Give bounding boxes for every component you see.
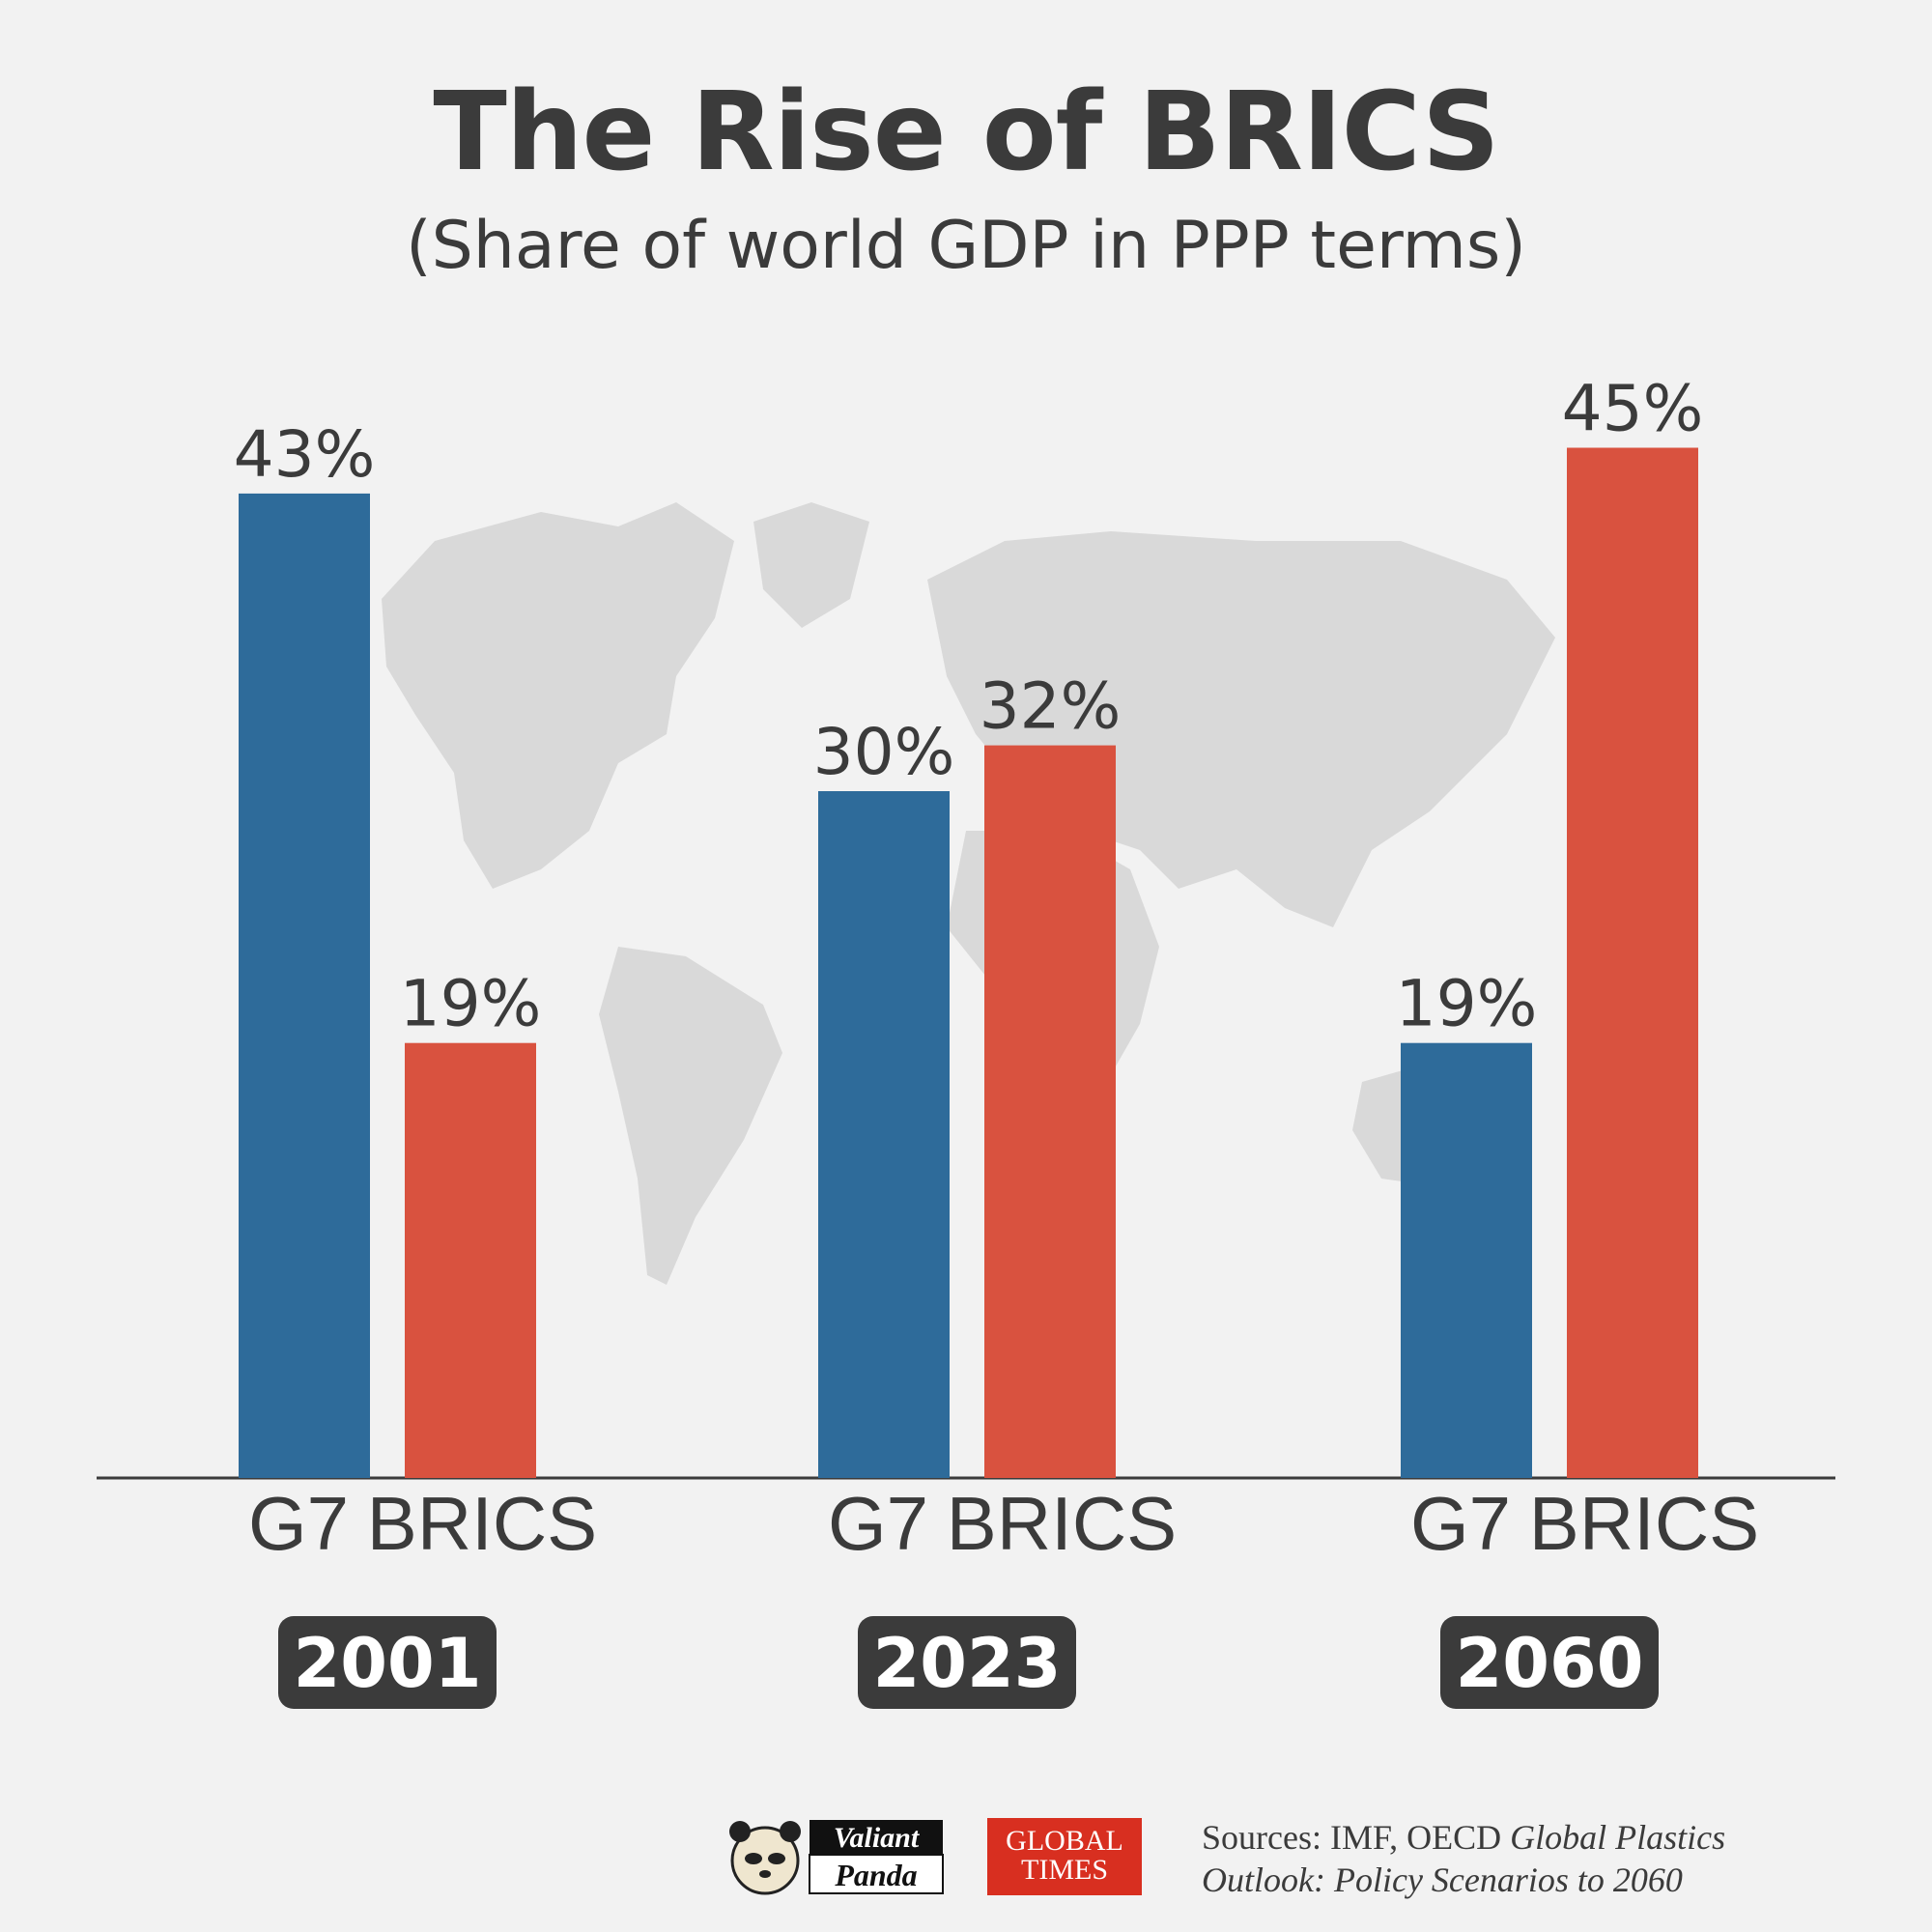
- series-label-g7-2001: G7: [248, 1481, 349, 1566]
- global-times-logo: GLOBAL TIMES: [987, 1818, 1142, 1895]
- sources-note: Sources: IMF, OECD Global Plastics Outlo…: [1202, 1816, 1897, 1901]
- valiant-panda-line1: Valiant: [834, 1822, 921, 1854]
- value-label-g7-2001: 43%: [234, 417, 376, 492]
- year-label-2060: 2060: [1456, 1624, 1644, 1703]
- bar-brics-2023: [984, 745, 1116, 1478]
- bar-g7-2023: [818, 791, 950, 1478]
- footer: Valiant Panda GLOBAL TIMES Sources: IMF,…: [715, 1814, 1893, 1901]
- chart-subtitle: (Share of world GDP in PPP terms): [406, 208, 1526, 284]
- valiant-panda-line2: Panda: [834, 1858, 917, 1892]
- year-label-2001: 2001: [294, 1624, 482, 1703]
- south-america-shape: [599, 947, 782, 1285]
- year-badge-2023: [858, 1616, 1076, 1709]
- series-label-g7-2023: G7: [828, 1481, 928, 1566]
- north-america-shape: [382, 502, 734, 889]
- bar-brics-2060: [1567, 447, 1698, 1478]
- series-label-g7-2060: G7: [1410, 1481, 1511, 1566]
- value-label-g7-2023: 30%: [813, 715, 955, 789]
- value-label-brics-2060: 45%: [1562, 372, 1704, 446]
- year-badge-2001: [278, 1616, 497, 1709]
- value-label-g7-2060: 19%: [1396, 967, 1538, 1041]
- valiant-panda-logo: Valiant Panda: [729, 1820, 944, 1895]
- bar-g7-2001: [239, 493, 370, 1478]
- value-label-brics-2023: 32%: [980, 669, 1122, 744]
- series-label-brics-2001: BRICS: [367, 1481, 597, 1566]
- sources-title-part1: Global Plastics: [1510, 1818, 1726, 1857]
- global-times-line1: GLOBAL: [1006, 1825, 1123, 1857]
- world-map-background: [382, 502, 1555, 1285]
- bar-g7-2060: [1401, 1042, 1532, 1478]
- chart-title: The Rise of BRICS: [433, 70, 1499, 195]
- greenland-shape: [753, 502, 869, 628]
- value-label-brics-2001: 19%: [400, 967, 542, 1041]
- sources-prefix: Sources: IMF, OECD: [1202, 1818, 1511, 1857]
- series-label-brics-2023: BRICS: [947, 1481, 1177, 1566]
- series-label-brics-2060: BRICS: [1529, 1481, 1759, 1566]
- year-badge-2060: [1440, 1616, 1659, 1709]
- bar-brics-2001: [405, 1042, 536, 1478]
- year-label-2023: 2023: [873, 1624, 1062, 1703]
- sources-title-part2: Outlook: Policy Scenarios to 2060: [1202, 1861, 1683, 1899]
- global-times-line2: TIMES: [1021, 1854, 1108, 1886]
